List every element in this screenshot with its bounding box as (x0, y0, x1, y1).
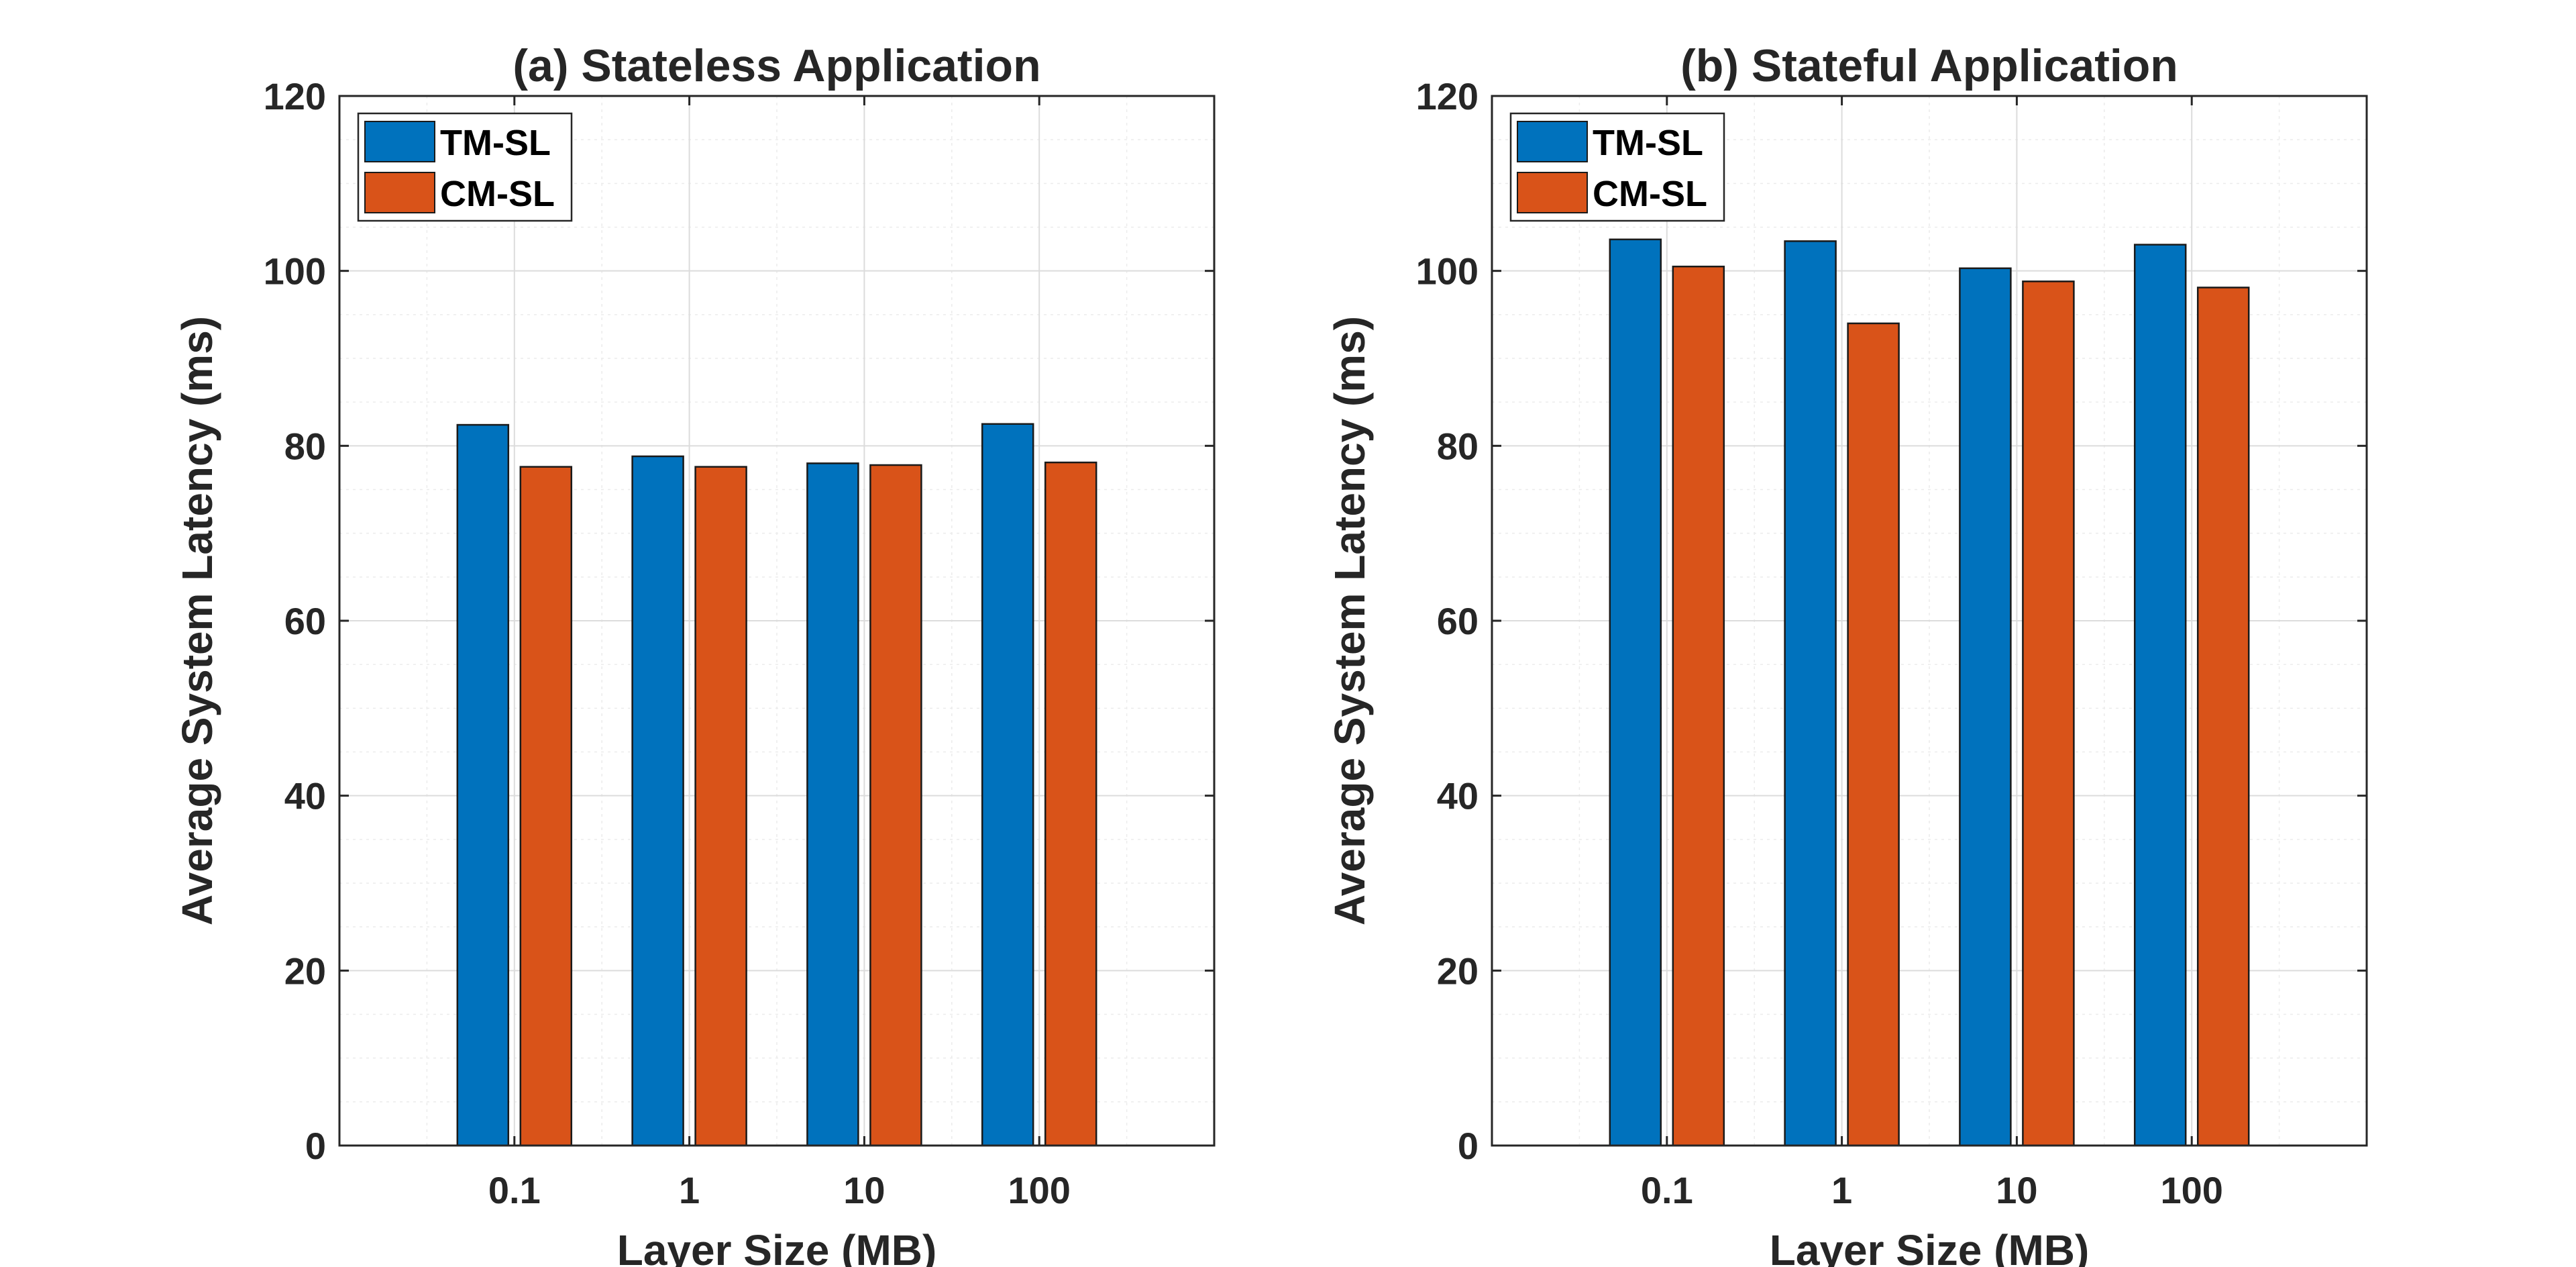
x-tick-label: 0.1 (1641, 1169, 1693, 1211)
axis-ticks (1492, 95, 2367, 1147)
x-axis-label: Layer Size (MB) (1770, 1226, 2090, 1267)
chart-title: (a) Stateless Application (513, 40, 1040, 91)
bar-tm-sl-0_1 (1609, 238, 1662, 1147)
chart-title: (b) Stateful Application (1680, 40, 2178, 91)
y-tick-label: 100 (264, 250, 326, 293)
x-tick-label: 100 (1008, 1169, 1070, 1211)
x-tick-label: 1 (1831, 1169, 1852, 1211)
bar-tm-sl-0_1 (456, 423, 510, 1147)
axis-ticks (339, 95, 1214, 1147)
y-tick-label: 60 (1437, 600, 1479, 642)
y-tick-label: 40 (284, 775, 326, 817)
y-tick-label: 20 (1437, 950, 1479, 992)
legend-swatch-cm-sl (364, 172, 435, 213)
x-tick-label: 10 (843, 1169, 885, 1211)
x-axis-label: Layer Size (MB) (617, 1226, 937, 1267)
y-tick-label: 80 (1437, 425, 1479, 467)
y-tick-label: 60 (284, 600, 326, 642)
bars (456, 423, 1097, 1147)
legend: TM-SL CM-SL (1509, 112, 1725, 222)
legend-label-cm-sl: CM-SL (440, 174, 555, 214)
x-tick-label: 1 (679, 1169, 700, 1211)
legend-swatch-cm-sl (1517, 172, 1588, 213)
x-tick-label: 0.1 (488, 1169, 541, 1211)
x-tick-labels: 0.1 1 10 100 (1641, 1169, 2223, 1211)
legend-label-tm-sl: TM-SL (440, 123, 551, 163)
bar-tm-sl-10 (1959, 267, 2012, 1147)
bar-tm-sl-10 (806, 462, 859, 1147)
y-tick-label: 20 (284, 950, 326, 992)
bar-tm-sl-100 (2133, 244, 2187, 1147)
legend-label-cm-sl: CM-SL (1593, 174, 1707, 214)
bar-cm-sl-0_1 (519, 466, 573, 1147)
bar-cm-sl-1 (1847, 322, 1900, 1147)
legend-swatch-tm-sl (364, 121, 435, 162)
y-axis-label: Average System Latency (ms) (173, 316, 221, 925)
bar-tm-sl-1 (631, 455, 684, 1147)
y-tick-label: 120 (1416, 75, 1479, 117)
legend: TM-SL CM-SL (357, 112, 573, 222)
y-tick-labels: 0 20 40 60 80 100 120 (264, 75, 326, 1167)
y-axis-label: Average System Latency (ms) (1326, 316, 1374, 925)
chart-panel-stateless: 0.1 1 10 100 0 20 40 60 80 100 120 (a) Stateless … (173, 40, 1216, 1267)
legend-label-tm-sl: TM-SL (1593, 123, 1703, 163)
bar-cm-sl-10 (2022, 281, 2075, 1147)
legend-swatch-tm-sl (1517, 121, 1588, 162)
x-tick-label: 100 (2160, 1169, 2222, 1211)
x-tick-labels: 0.1 1 10 100 (488, 1169, 1071, 1211)
bar-cm-sl-100 (1044, 461, 1097, 1147)
bar-cm-sl-100 (2196, 287, 2250, 1147)
x-tick-label: 10 (1996, 1169, 2037, 1211)
y-tick-label: 0 (305, 1125, 326, 1167)
bar-tm-sl-100 (981, 423, 1034, 1147)
y-tick-label: 80 (284, 425, 326, 467)
y-tick-label: 0 (1458, 1125, 1479, 1167)
chart-panel-stateful: 0.1 1 10 100 0 20 40 60 80 100 120 (b) Stateful A… (1326, 40, 2368, 1267)
bar-cm-sl-10 (869, 464, 922, 1147)
bar-tm-sl-1 (1784, 240, 1837, 1147)
bar-cm-sl-1 (694, 466, 747, 1147)
y-tick-label: 40 (1437, 775, 1479, 817)
bar-cm-sl-0_1 (1672, 265, 1725, 1147)
y-tick-label: 100 (1416, 250, 1479, 293)
y-tick-labels: 0 20 40 60 80 100 120 (1416, 75, 1479, 1167)
y-tick-label: 120 (264, 75, 326, 117)
